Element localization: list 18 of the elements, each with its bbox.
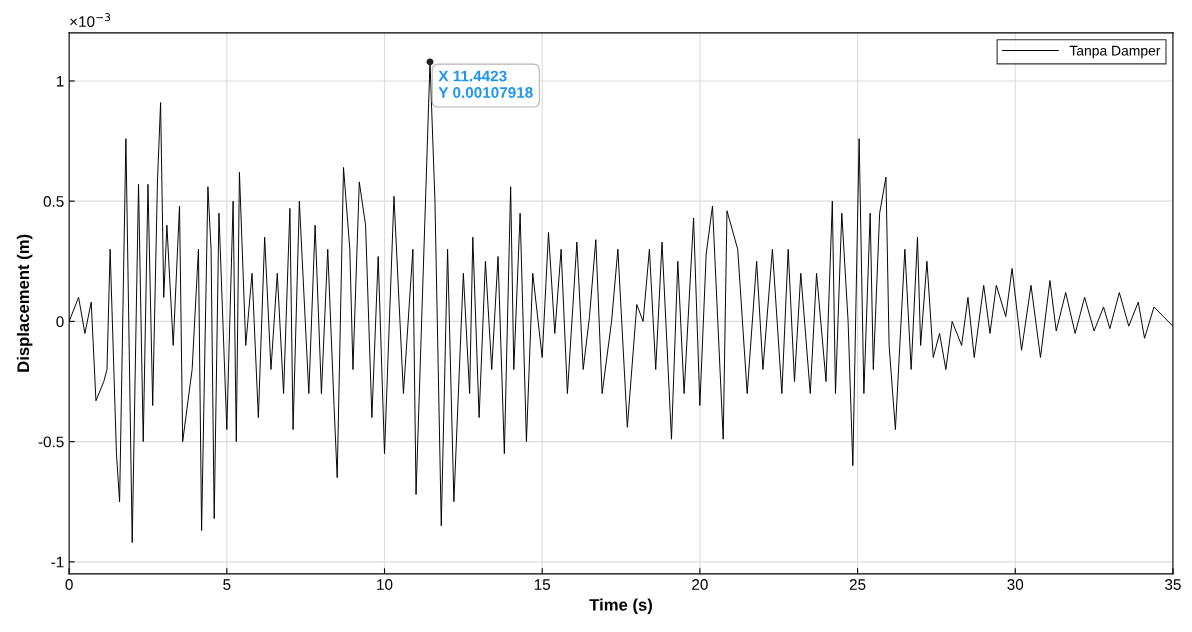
x-axis-title: Time (s): [589, 598, 653, 615]
y-tick-label: -1: [51, 556, 64, 568]
y-tick-label: -0.5: [38, 436, 64, 448]
x-tick-label: 15: [534, 579, 551, 590]
y-tick-label: 1: [56, 75, 64, 87]
x-tick-label: 30: [1007, 579, 1024, 590]
x-tick-label: 25: [849, 579, 866, 590]
legend-label: Tanpa Damper: [1069, 45, 1161, 59]
x-tick-label: 10: [377, 579, 393, 590]
text: ×10$^{−3}$: [70, 13, 111, 28]
y-tick-label: 0.5: [43, 196, 64, 207]
x-tick-label: 0: [65, 579, 73, 590]
x-tick-label: 5: [223, 579, 231, 590]
annotation: X 11.4423 Y 0.00107918: [438, 70, 533, 98]
x-tick-label: 20: [692, 579, 708, 590]
y-tick-label: 0: [56, 316, 64, 328]
x-tick-label: 35: [1165, 579, 1181, 590]
y-axis-title: Displacement (m): [16, 234, 33, 372]
